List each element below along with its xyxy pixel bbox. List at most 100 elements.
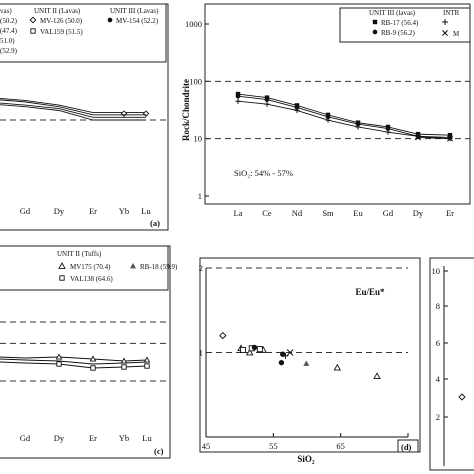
panel-b-annotation: SiO₂: 54% - 57% [234,168,293,178]
panel-b-series-line-0 [237,93,451,136]
panel-a-legend-marker-circle [107,17,113,23]
panel-a-legend-entry-2: MV-154 (52.2) [116,17,159,25]
panel-a-legend-marker-square [30,28,36,34]
panel-c-legend-marker-square [59,275,65,281]
panel-b-point-3-1 [447,135,453,142]
panel-a-xtick-Dy: Dy [54,206,65,216]
panel-d-xlabel: SiO₂ [297,454,315,464]
panel-a-series-line-2 [0,102,146,118]
panel-c-point-1-1 [56,361,62,367]
panel-a-legend-fragment-3: (52.9) [0,47,18,55]
panel-c-legend-group: UNIT II (Tuffs) [57,250,102,258]
panel-b-xtick-Nd: Nd [292,208,303,218]
panel-a-label: (a) [150,218,160,228]
panel-d-point-3-1 [278,359,285,366]
panel-a-xtick-Gd: Gd [20,206,31,216]
panel-b-point-2-2 [294,107,300,114]
panel-b-point-2-4 [355,124,361,130]
panel-b-point-2-5 [385,129,391,135]
panel-b-ytick-1: 1 [198,191,202,201]
panel-d-point-1-3 [333,363,342,371]
panel-a-xtick-Yb: Yb [119,206,129,216]
panel-e-ytick-6: 6 [436,338,440,348]
panel-b-xtick-Dy: Dy [413,208,424,218]
panel-a-xtick-Er: Er [89,206,97,216]
panel-c-xtick-Gd: Gd [20,433,31,443]
panel-b-legend-group2: INTR [443,9,460,17]
panel-a-legend-fragment: vas) [0,7,12,15]
panel-b-ytick-100: 100 [189,76,202,86]
panel-b-xtick-La: La [234,208,243,218]
panel-a-point-0-4 [142,110,150,117]
panel-d-point-5-0 [282,352,289,359]
panel-b-xtick-Gd: Gd [383,208,394,218]
panel-b-point-2-1 [264,101,270,107]
panel-e-ytick-10: 10 [432,266,441,276]
panel-d-label-box [397,439,419,453]
panel-c-series-line-0 [0,356,148,362]
panel-b-xtick-Sm: Sm [322,208,334,218]
panel-e-ytick-4: 4 [436,374,441,384]
panel-b-point-3-1-b [447,135,453,142]
panel-a-legend-fragment-2: 51.0) [0,37,15,45]
panel-d-point-4-0-b [286,349,294,356]
panel-d-xtick-55: 55 [269,441,278,451]
panel-d-xtick-65: 65 [336,441,345,451]
panel-a-series-line-1 [0,99,146,116]
panel-b-ytick-1000: 1000 [185,19,202,29]
panel-a-legend-fragment-0: (50.2) [0,17,18,25]
panel-b-legend-marker-plus [442,19,448,25]
panel-c-legend-marker-triangle [58,262,66,269]
panel-b-ytick-10: 10 [194,134,203,144]
panel-d-label: (d) [401,442,412,452]
panel-c-series-line-2 [0,358,148,365]
panel-c-point-0-2 [89,355,97,362]
panel-a-legend-marker-diamond [29,16,37,24]
panel-c-label: (c) [154,446,164,456]
panel-c-xtick-Er: Er [89,433,97,443]
panel-c-legend-entry-0: MV175 (70.4) [70,263,111,271]
panel-a-point-0-3 [120,110,128,117]
panel-d-point-3-0 [251,344,258,351]
panel-a-legend-group-unit-iii: UNIT III (Lavas) [110,7,159,15]
panel-b-legend-marker-x [442,30,448,36]
panel-b-point-3-0 [415,134,421,141]
panel-b-ylabel: Rock/Chondrite [181,79,191,141]
panel-b-point-1-5 [385,126,391,131]
panel-a-xtick-Lu: Lu [141,206,151,216]
panel-b-legend-marker-circle [372,29,378,35]
panel-b-legend [339,7,471,43]
panel-b-legend-marker-square [372,19,378,25]
panel-b-point-2-3 [325,117,331,123]
panel-d-point-2-0 [240,346,247,353]
panel-e-ytick-8: 8 [436,301,440,311]
panel-b-point-2-0 [235,98,241,104]
panel-a-legend-entry-0: MV-126 (50.0) [40,17,83,25]
panel-e-point-0 [458,393,466,401]
panel-b-legend-group: UNIT III (lavas) [369,9,416,17]
panel-d-point-2-2 [256,346,263,353]
panel-a-legend-entry-1: VAL159 (51.5) [40,28,83,36]
panel-b-point-1-1 [264,97,270,102]
panel-b-legend-fragment: M [453,30,460,38]
panel-d-ytick-1: 1 [199,348,203,358]
panel-d-point-6-0 [303,360,310,366]
panel-c-point-0-1 [55,353,63,360]
panel-b-frame [204,3,471,205]
panel-b-xtick-Ce: Ce [262,208,272,218]
panel-c-xtick-Dy: Dy [54,433,65,443]
panel-c-point-1-4 [144,363,150,369]
panel-b-point-3-0-b [415,134,421,141]
panel-b-legend-entry-0: RB-17 (56.4) [381,19,419,27]
panel-d-ytick-2: 2 [199,263,203,273]
panel-c-series-line-1 [0,361,148,369]
panel-d-point-0-0 [219,331,227,340]
panel-a-legend [0,3,167,63]
panel-c-legend [0,245,169,291]
panel-b-legend-marker-x-b [442,30,448,36]
panel-b-point-1-2 [294,105,300,110]
panel-d-point-1-4 [373,372,381,380]
panel-c-legend-entry-1: VAL138 (64.6) [70,275,113,283]
panel-c-point-1-3 [121,364,127,370]
panel-d-title: Eu/Eu* [355,287,385,297]
